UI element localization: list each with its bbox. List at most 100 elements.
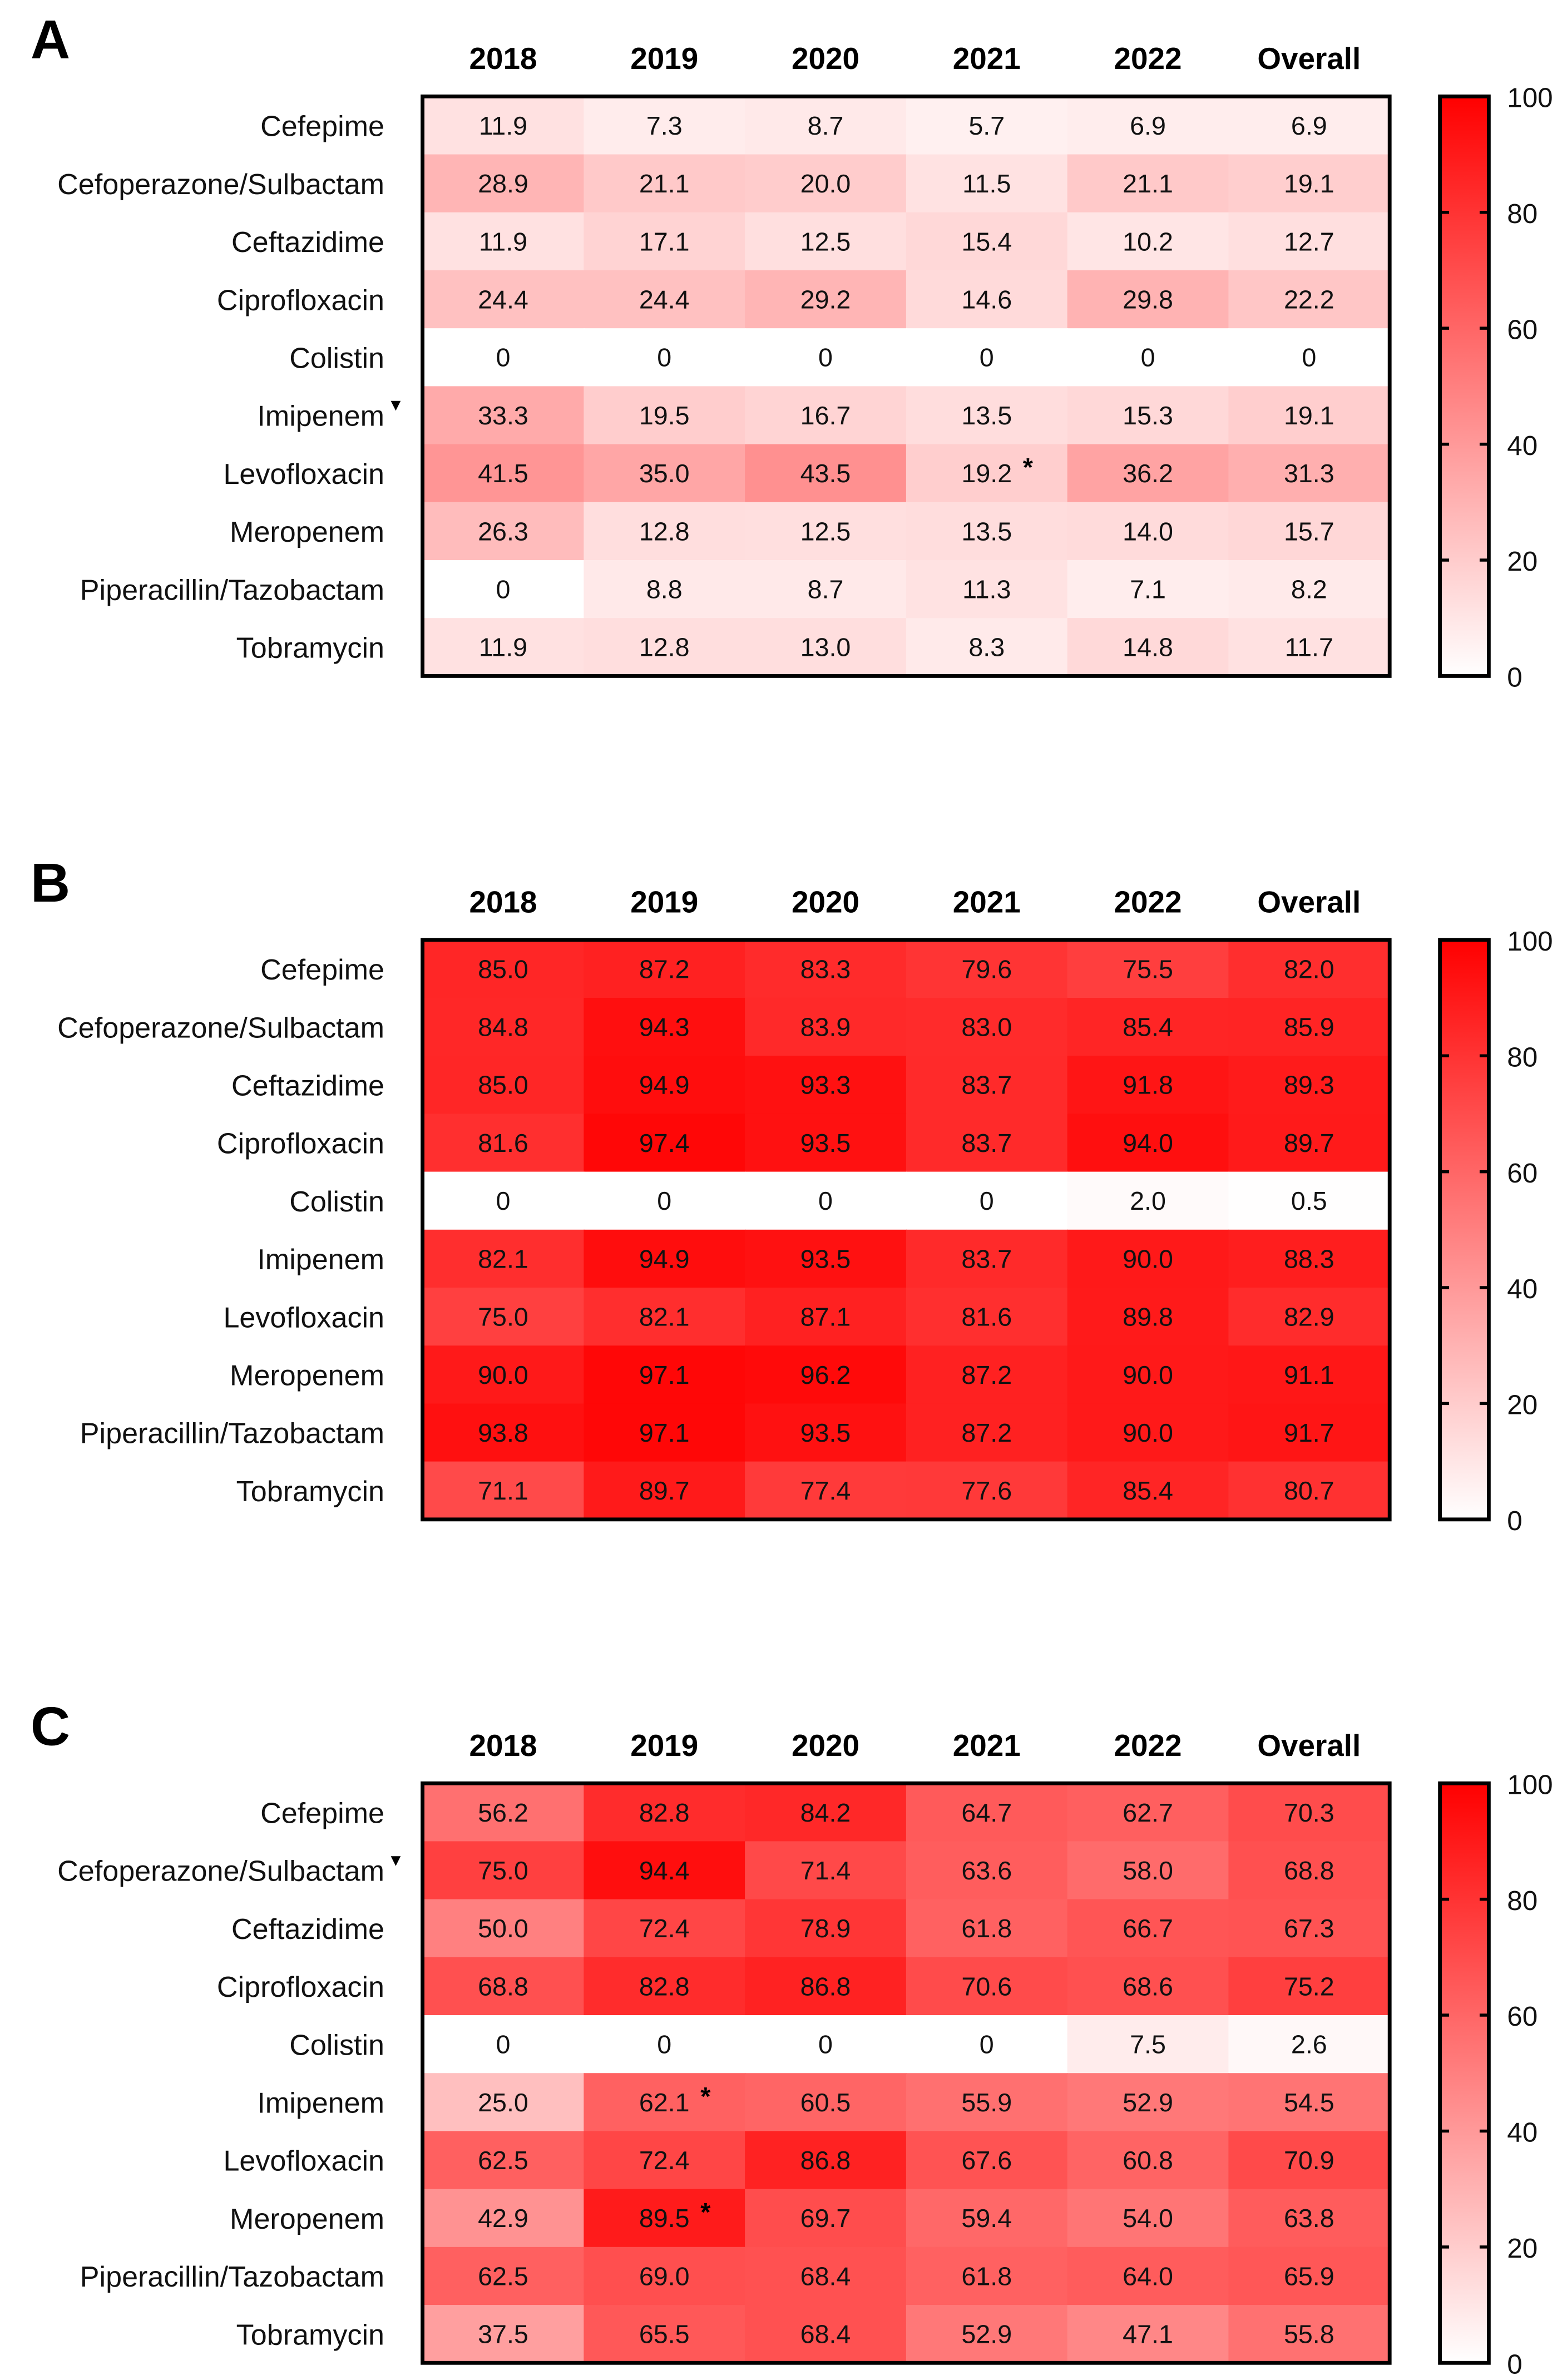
cell-value: 67.3: [1284, 1914, 1334, 1943]
heatmap-cell: [422, 444, 585, 503]
heatmap-cell: [1228, 1957, 1391, 2016]
cell-value: 11.9: [479, 227, 527, 256]
colorbar-tick-label: 40: [1507, 2117, 1538, 2148]
row-label: Tobramycin: [236, 2319, 384, 2351]
row-label: Piperacillin/Tazobactam: [80, 574, 384, 606]
heatmap-cell: [906, 444, 1069, 503]
heatmap-cell: [1228, 1056, 1391, 1115]
cell-value: 2.0: [1130, 1186, 1166, 1215]
heatmap-cell: [584, 2073, 746, 2132]
heatmap-cell: [422, 1461, 585, 1521]
heatmap-cell: [1228, 2247, 1391, 2306]
cell-value: 90.0: [1123, 1360, 1173, 1389]
colorbar-tick-label: 0: [1507, 662, 1522, 693]
cell-value: 65.9: [1284, 2262, 1334, 2290]
cell-value: 97.1: [639, 1360, 690, 1389]
heatmap-cell: [584, 939, 746, 999]
cell-value: 71.4: [800, 1856, 851, 1885]
heatmap-cell: [1228, 96, 1391, 155]
heatmap-cell: [745, 1056, 907, 1115]
heatmap-cell: [1067, 1403, 1229, 1462]
cell-value: 69.0: [639, 2262, 690, 2290]
row-label: Piperacillin/Tazobactam: [80, 1418, 384, 1450]
cell-value: 72.4: [639, 1914, 690, 1943]
heatmap-cell: [1067, 1229, 1229, 1289]
cell-value: 8.2: [1291, 575, 1327, 604]
heatmap-cell: [1228, 2131, 1391, 2190]
cell-value: 29.8: [1123, 285, 1173, 314]
heatmap-cell: [745, 2247, 907, 2306]
heatmap-border: [421, 94, 1392, 678]
panel-label: B: [31, 852, 70, 913]
row-label: Colistin: [289, 2029, 384, 2061]
heatmap-cell: [422, 2073, 585, 2132]
cell-value: 82.1: [639, 1303, 690, 1332]
heatmap-cell: [1067, 444, 1229, 503]
cell-value: 54.5: [1284, 2088, 1334, 2117]
panel-a: A 2018 2019 2020 2021 2022 Overall Cefepime 11.9…: [31, 9, 1553, 693]
heatmap-cell: [584, 270, 746, 329]
colorbar-tick-label: 100: [1507, 83, 1553, 113]
column-header: 2022: [1114, 884, 1182, 919]
cell-value: 24.4: [639, 285, 690, 314]
heatmap-cell: [906, 2247, 1069, 2306]
row-label: Tobramycin: [236, 1476, 384, 1508]
cell-value: 6.9: [1291, 111, 1327, 140]
colorbar-tick-label: 60: [1507, 2001, 1538, 2032]
cell-value: 12.5: [800, 227, 851, 256]
heatmap-cell: [906, 1171, 1069, 1231]
cell-value: 15.3: [1123, 401, 1173, 430]
heatmap-cell: [906, 1403, 1069, 1462]
row-label: Meropenem: [230, 516, 384, 548]
heatmap-cell: [422, 1229, 585, 1289]
cell-value: 94.0: [1123, 1129, 1173, 1157]
heatmap-cell: [906, 1114, 1069, 1172]
cell-value: 68.6: [1123, 1972, 1173, 2001]
heatmap-cell: [584, 1056, 746, 1115]
cell-value: 83.3: [800, 954, 851, 983]
cell-value: 89.7: [1284, 1129, 1334, 1157]
column-header: 2020: [792, 884, 859, 919]
row-label: Cefepime: [260, 111, 384, 143]
cell-value: 93.8: [478, 1418, 528, 1447]
cell-value: 87.2: [961, 1360, 1012, 1389]
heatmap-cell: [745, 1899, 907, 1958]
cell-value: 0: [818, 1186, 833, 1215]
heatmap-cell: [584, 997, 746, 1057]
column-header: 2019: [630, 1728, 698, 1763]
heatmap-cell: [422, 2131, 585, 2190]
heatmap-cell: [745, 270, 907, 329]
heatmap-cell: [584, 560, 746, 619]
heatmap-cell: [1228, 1114, 1391, 1172]
heatmap-cell: [584, 1841, 746, 1900]
row-label: Tobramycin: [236, 632, 384, 664]
column-header: 2018: [469, 884, 537, 919]
cell-value: 87.1: [800, 1303, 851, 1332]
heatmap-cell: [745, 444, 907, 503]
row-label: Cefepime: [260, 954, 384, 986]
column-header: 2022: [1114, 1728, 1182, 1763]
column-header: 2019: [630, 41, 698, 76]
heatmap-cell: [1067, 1461, 1229, 1521]
heatmap-cell: [1067, 2189, 1229, 2248]
row-label: Cefoperazone/Sulbactam: [57, 169, 384, 201]
panel-label: C: [31, 1696, 70, 1757]
cell-value: 2.6: [1291, 2030, 1327, 2059]
heatmap-cell: [906, 1229, 1069, 1289]
cell-value: 62.5: [478, 2146, 528, 2175]
heatmap-cell: [584, 444, 746, 503]
heatmap-cell: [745, 1783, 907, 1842]
colorbar-tick-label: 100: [1507, 1769, 1553, 1800]
cell-value: 62.1: [639, 2088, 690, 2117]
row-label: Levofloxacin: [223, 2145, 384, 2178]
heatmap-cell: [422, 997, 585, 1057]
cell-value: 93.3: [800, 1071, 851, 1100]
cell-value: 86.8: [800, 1972, 851, 2001]
heatmap-cell: [1228, 2015, 1391, 2074]
cell-value: 83.7: [961, 1244, 1012, 1273]
cell-value: 90.0: [1123, 1244, 1173, 1273]
cell-value: 0.5: [1291, 1186, 1327, 1215]
heatmap-cell: [422, 1345, 585, 1404]
heatmap-cell: [906, 502, 1069, 561]
heatmap-cell: [745, 2131, 907, 2190]
